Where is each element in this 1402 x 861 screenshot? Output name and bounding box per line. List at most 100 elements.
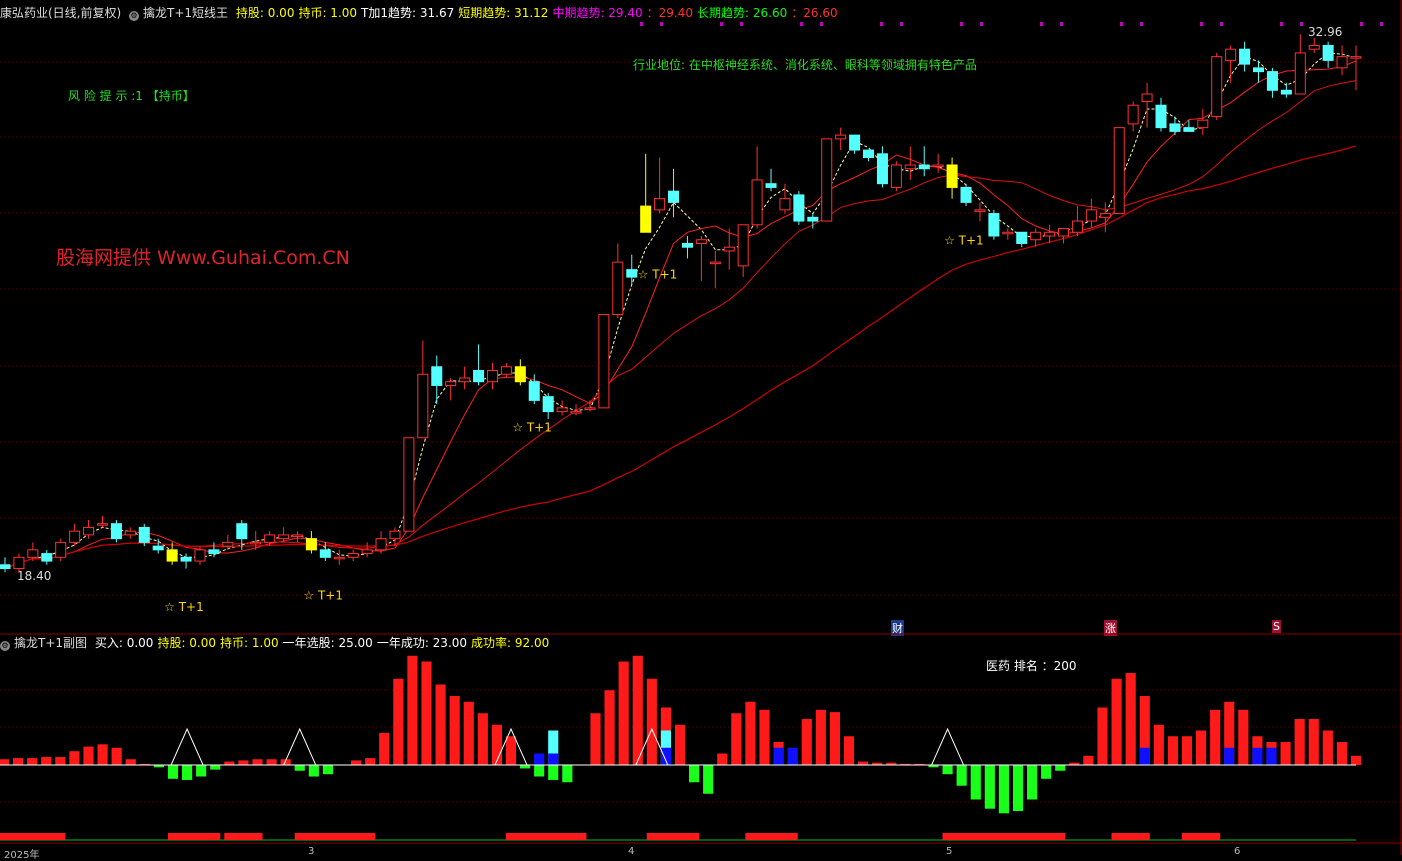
- candle-body-91: [1266, 71, 1278, 91]
- hist-bar-88: [1238, 709, 1249, 765]
- signal-band-3: [294, 833, 376, 840]
- candle-body-4: [55, 541, 67, 558]
- hist-bar-9: [125, 759, 136, 765]
- x-label-4: 4: [628, 846, 635, 857]
- candle-body-13: [180, 556, 192, 562]
- ma-long-line: [4, 145, 1357, 570]
- hist-bar-1: [13, 758, 24, 765]
- candle-body-92: [1280, 89, 1292, 95]
- sub-value-item-1: 持股: 0.00: [157, 636, 217, 650]
- low-price-label: 18.40: [17, 569, 52, 583]
- candle-body-78: [1085, 209, 1097, 222]
- candle-body-96: [1336, 56, 1348, 69]
- signal-band-2: [224, 833, 263, 840]
- hist-bar-75: [1055, 765, 1066, 771]
- top-marker-13: [1140, 22, 1143, 26]
- hist-bar-33: [463, 701, 474, 765]
- candle-body-39: [542, 396, 554, 413]
- top-marker-19: [1380, 22, 1383, 26]
- candle-body-95: [1322, 44, 1334, 61]
- candle-body-38: [528, 381, 540, 401]
- candle-body-86: [1197, 119, 1209, 129]
- candle-body-97: [1350, 56, 1362, 59]
- candle-body-26: [361, 549, 373, 555]
- hist-bar-43: [604, 690, 615, 765]
- candle-body-72: [1002, 231, 1014, 235]
- hist-bar-4: [55, 756, 66, 765]
- hist-bar-3: [41, 756, 52, 765]
- candle-body-66: [918, 164, 930, 170]
- hist-blue-4: [787, 747, 798, 765]
- hist-bar-42: [590, 713, 601, 765]
- hist-cyan-0: [548, 730, 559, 765]
- candle-body-76: [1058, 228, 1070, 237]
- candle-body-68: [946, 164, 958, 188]
- x-label-3: 3: [308, 846, 315, 857]
- hist-bar-78: [1097, 707, 1108, 765]
- ma-dashed-line: [4, 52, 1357, 569]
- candle-body-48: [668, 190, 680, 203]
- hist-bar-80: [1125, 673, 1136, 765]
- candle-body-14: [194, 549, 206, 562]
- hist-bar-27: [379, 732, 390, 765]
- hist-bar-2: [27, 758, 38, 765]
- hist-bar-18: [252, 759, 263, 765]
- candle-body-47: [654, 198, 666, 211]
- candle-body-21: [291, 534, 303, 537]
- candle-body-23: [319, 549, 331, 558]
- signal-label-4: ☆ T+1: [944, 234, 984, 248]
- event-finance-icon[interactable]: 财: [891, 620, 904, 636]
- candle-body-54: [751, 179, 763, 226]
- hist-bar-11: [153, 765, 164, 768]
- candle-body-82: [1141, 93, 1153, 102]
- indicator-title[interactable]: 擒龙T+1短线王: [143, 6, 229, 20]
- hist-bar-8: [111, 747, 122, 765]
- candle-body-44: [612, 261, 624, 315]
- hist-bar-13: [182, 765, 193, 780]
- hist-bar-7: [97, 744, 108, 765]
- candle-body-43: [598, 313, 610, 409]
- hist-bar-49: [689, 765, 700, 783]
- sub-indicator-values: 买入: 0.00 持股: 0.00 持币: 1.00 一年选股: 25.00 一年成功:…: [95, 636, 553, 650]
- hist-bar-82: [1153, 724, 1164, 765]
- signal-label-0: ☆ T+1: [164, 600, 204, 614]
- candle-body-0: [0, 564, 11, 570]
- hist-bar-57: [801, 719, 812, 765]
- hist-blue-7: [1252, 747, 1263, 765]
- hist-bar-45: [632, 655, 643, 765]
- main-value-item-2: T加1趋势: 31.67: [361, 6, 455, 20]
- hist-bar-71: [998, 765, 1009, 814]
- hist-bar-15: [210, 765, 221, 770]
- event-s-icon[interactable]: S: [1272, 620, 1281, 633]
- hist-bar-68: [956, 765, 967, 786]
- top-marker-0: [640, 22, 643, 26]
- sub-indicator-settings-icon[interactable]: ⚙: [0, 641, 10, 651]
- signal-band-9: [1181, 833, 1221, 840]
- event-rise-icon[interactable]: 涨: [1104, 620, 1117, 636]
- stock-title[interactable]: 康弘药业(日线,前复权): [0, 6, 122, 20]
- hist-bar-96: [1350, 755, 1362, 765]
- signal-label-2: ☆ T+1: [512, 420, 552, 434]
- hist-bar-29: [407, 655, 418, 765]
- high-price-label: 32.96: [1308, 25, 1343, 39]
- hist-bar-83: [1167, 736, 1178, 765]
- candle-body-22: [305, 538, 317, 551]
- hist-bar-35: [491, 724, 502, 765]
- candle-body-89: [1239, 48, 1251, 65]
- candle-body-3: [41, 553, 53, 562]
- candle-body-51: [709, 261, 721, 265]
- ma-short-line: [4, 60, 1357, 569]
- hist-bar-21: [294, 765, 305, 771]
- hist-bar-93: [1308, 719, 1319, 765]
- hist-bar-81: [1139, 696, 1150, 765]
- candle-body-25: [347, 553, 359, 558]
- indicator-settings-icon[interactable]: ⚙: [129, 11, 140, 21]
- sub-indicator-title[interactable]: 擒龙T+1副图: [14, 636, 88, 650]
- candle-body-15: [208, 549, 220, 555]
- candle-body-24: [333, 556, 345, 560]
- hist-bar-32: [449, 696, 460, 765]
- candle-body-87: [1211, 56, 1223, 117]
- candle-body-50: [695, 239, 707, 244]
- top-marker-17: [1300, 22, 1303, 26]
